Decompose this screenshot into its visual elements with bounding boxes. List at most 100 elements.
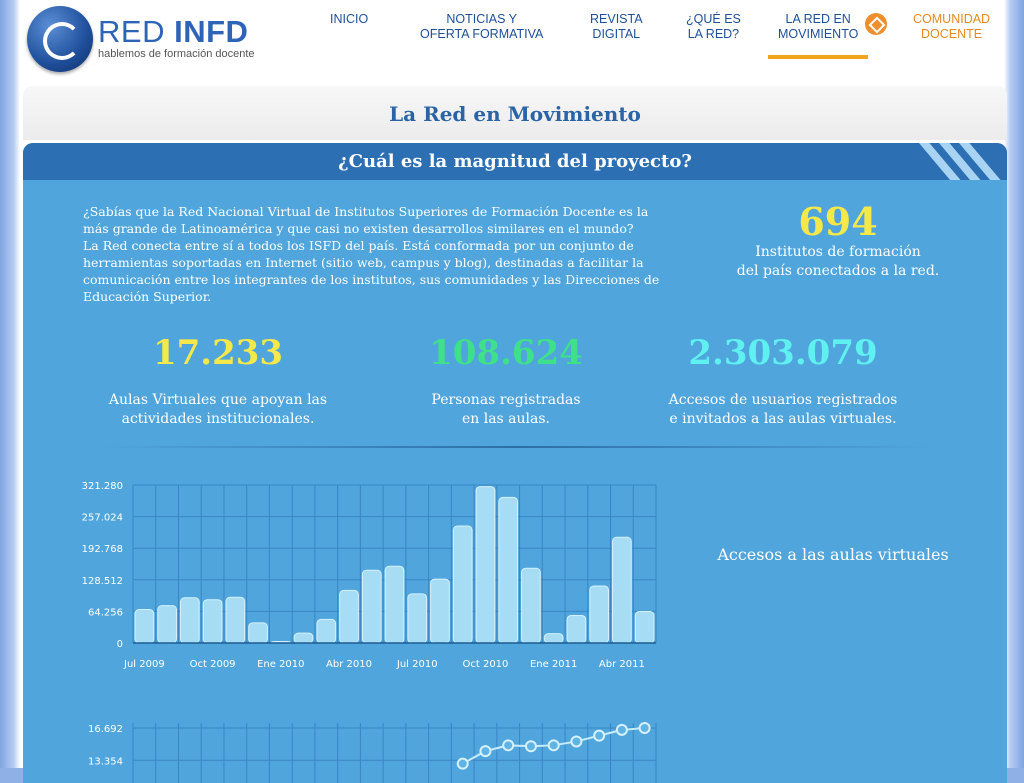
brand-name-part1: RED — [98, 14, 165, 49]
intro-line: Educación Superior. — [83, 289, 212, 304]
nav-item-que-es[interactable]: ¿QUÉ ES LA RED? — [686, 12, 741, 42]
bar-ago-2010 — [430, 578, 450, 644]
content-panel: ¿Cuál es la magnitud del proyecto? ¿Sabí… — [23, 143, 1007, 783]
caption-line: actividades institucionales. — [121, 411, 315, 427]
y-tick-label: 0 — [117, 639, 123, 650]
section-title: ¿Cuál es la magnitud del proyecto? — [338, 151, 692, 172]
x-tick-label: Oct 2009 — [190, 659, 236, 670]
y-tick-label: 192.768 — [82, 544, 123, 555]
nav-label: INICIO — [330, 12, 369, 26]
line-point — [502, 739, 515, 752]
bar-dic-2009 — [248, 622, 268, 644]
line-point — [479, 745, 492, 758]
x-tick-label: Oct 2010 — [462, 659, 508, 670]
caption-line: Institutos de formación — [755, 244, 921, 260]
bar-jul-2009 — [134, 609, 155, 644]
bar-ene-2011 — [543, 633, 564, 644]
bar-may-2010 — [361, 569, 382, 644]
bar-nov-2010 — [498, 496, 519, 644]
nav-item-comunidad[interactable]: COMUNIDAD DOCENTE — [913, 12, 990, 42]
caption-line: en las aulas. — [461, 411, 551, 427]
section-header: ¿Cuál es la magnitud del proyecto? — [23, 143, 1007, 180]
y2-tick-label: 13.354 — [88, 756, 123, 767]
nav-label: ¿QUÉ ES — [686, 12, 741, 26]
stat-institutes-value: 694 — [798, 199, 878, 244]
page-title: La Red en Movimiento — [389, 102, 641, 126]
stat-personas-value: 108.624 — [429, 333, 583, 373]
nav-label: REVISTA — [590, 12, 643, 26]
line-point — [570, 735, 583, 748]
intro-line: ¿Sabías que la Red Nacional Virtual de I… — [83, 204, 649, 219]
bar-feb-2011 — [566, 614, 587, 644]
x-tick-label: Abr 2011 — [599, 659, 645, 670]
caption-line: Aulas Virtuales que apoyan las — [108, 392, 328, 408]
intro-line: comunicación entre los integrantes de lo… — [83, 272, 660, 287]
bar-sep-2010 — [452, 525, 473, 644]
nav-label: DIGITAL — [592, 27, 641, 41]
line-point — [456, 757, 469, 770]
stat-institutes-caption: Institutos de formación del país conecta… — [713, 243, 963, 281]
intro-line: herramientas soportadas en Internet (sit… — [83, 255, 644, 270]
site-logo[interactable] — [27, 6, 93, 72]
bar-jul-2010 — [407, 593, 428, 644]
nav-label: MOVIMIENTO — [778, 27, 859, 41]
x-tick-label: Ene 2011 — [530, 659, 577, 670]
caption-line: Accesos de usuarios registrados — [668, 392, 898, 408]
site-header: RED INFD hablemos de formación docente — [20, 0, 1004, 84]
nav-label: NOTICIAS Y — [446, 12, 517, 26]
intro-line: más grande de Latinoamérica y que casi n… — [83, 221, 634, 236]
y2-tick-label: 16.692 — [88, 724, 123, 735]
nav-item-noticias[interactable]: NOTICIAS Y OFERTA FORMATIVA — [420, 12, 543, 42]
line-point — [524, 740, 537, 753]
brand-name[interactable]: RED INFD — [98, 14, 248, 50]
y-tick-label: 321.280 — [82, 481, 123, 492]
x-tick-label: Ene 2010 — [257, 659, 304, 670]
caption-line: del país conectados a la red. — [736, 263, 940, 279]
line-point — [593, 729, 606, 742]
bar-sep-2009 — [179, 597, 200, 644]
section-divider — [103, 446, 933, 448]
bar-jun-2010 — [384, 565, 405, 644]
nav-label: DOCENTE — [920, 27, 983, 41]
x-tick-label: Jul 2010 — [396, 659, 438, 670]
bar-feb-2010 — [293, 632, 314, 644]
bar-oct-2009 — [202, 599, 223, 644]
stat-accesos-value: 2.303.079 — [688, 333, 878, 373]
logo-mark-icon — [43, 22, 81, 60]
nav-label: OFERTA FORMATIVA — [420, 27, 544, 41]
nav-item-revista[interactable]: REVISTA DIGITAL — [590, 12, 643, 42]
bar-mar-2010 — [316, 618, 337, 644]
caption-line: Personas registradas — [431, 392, 581, 408]
x-tick-label: Jul 2009 — [123, 659, 165, 670]
stat-aulas-caption: Aulas Virtuales que apoyan las actividad… — [83, 391, 353, 429]
bar-may-2011 — [634, 611, 655, 644]
stat-personas-caption: Personas registradas en las aulas. — [371, 391, 641, 429]
nav-label: COMUNIDAD — [913, 12, 991, 26]
intro-line: La Red conecta entre sí a todos los ISFD… — [83, 238, 634, 253]
line-point — [638, 722, 651, 734]
y-tick-label: 64.256 — [88, 607, 123, 618]
bar-nov-2009 — [225, 596, 246, 644]
brand-tagline: hablemos de formación docente — [98, 48, 255, 60]
y-tick-label: 257.024 — [82, 513, 123, 524]
nav-item-la-red-en-movimiento[interactable]: LA RED EN MOVIMIENTO — [767, 12, 869, 59]
line-point — [547, 739, 560, 752]
intro-text: ¿Sabías que la Red Nacional Virtual de I… — [83, 203, 683, 305]
stat-aulas-value: 17.233 — [152, 333, 284, 373]
bar-abr-2011 — [612, 536, 632, 644]
nav-item-inicio[interactable]: INICIO — [330, 12, 368, 27]
brand-name-part2: INFD — [174, 14, 249, 49]
stat-accesos-caption: Accesos de usuarios registrados e invita… — [643, 391, 923, 429]
chart-title: Accesos a las aulas virtuales — [717, 545, 949, 564]
caption-line: e invitados a las aulas virtuales. — [669, 411, 897, 427]
page-title-bar: La Red en Movimiento — [23, 86, 1007, 140]
nav-label: LA RED EN — [785, 12, 851, 26]
bar-dic-2010 — [521, 567, 541, 644]
y-tick-label: 128.512 — [82, 576, 123, 587]
x-tick-label: Abr 2010 — [326, 659, 372, 670]
bar-chart: 0 64.256 128.512 192.768 257.024 321.280 Jul 2… — [82, 481, 657, 783]
nav-label: LA RED? — [687, 27, 740, 41]
comunidad-icon — [865, 13, 887, 35]
line-point — [615, 723, 628, 736]
bar-oct-2010 — [475, 486, 496, 644]
